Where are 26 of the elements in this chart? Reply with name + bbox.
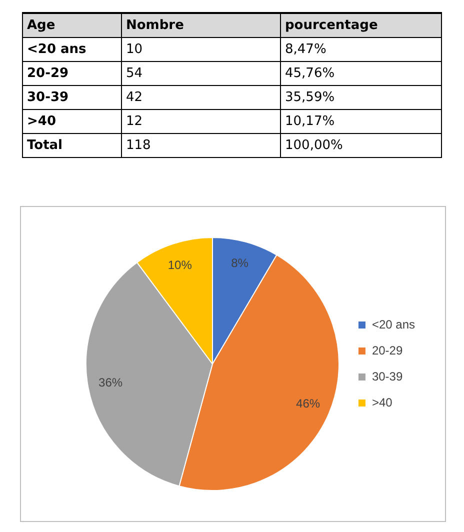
text: 20-29: [22, 62, 122, 86]
text: 54: [122, 62, 280, 86]
text: 8,47%: [280, 38, 442, 62]
text: 118: [122, 134, 280, 158]
text: 100,00%: [280, 134, 442, 158]
text: Total: [22, 134, 122, 158]
text: 12: [122, 110, 280, 134]
text: 35,59%: [280, 86, 442, 110]
legend-label: <20 ans: [372, 317, 416, 332]
text: <20 ans: [22, 38, 122, 62]
text: >40: [22, 110, 122, 134]
text: 10,17%: [280, 110, 442, 134]
legend-label: >40: [372, 395, 393, 410]
text: 45,76%: [280, 62, 442, 86]
text: Nombre: [122, 13, 280, 38]
text: 10: [122, 38, 280, 62]
data-label: 8%: [231, 256, 249, 270]
data-label: 10%: [168, 258, 192, 272]
text: pourcentage: [280, 13, 442, 38]
data-label: 46%: [296, 396, 320, 411]
text: 30-39: [22, 86, 122, 110]
legend-label: 30-39: [372, 369, 403, 384]
data-label: 36%: [98, 376, 123, 390]
legend-label: 20-29: [372, 343, 403, 358]
text: Age: [22, 13, 122, 38]
text: 42: [122, 86, 280, 110]
